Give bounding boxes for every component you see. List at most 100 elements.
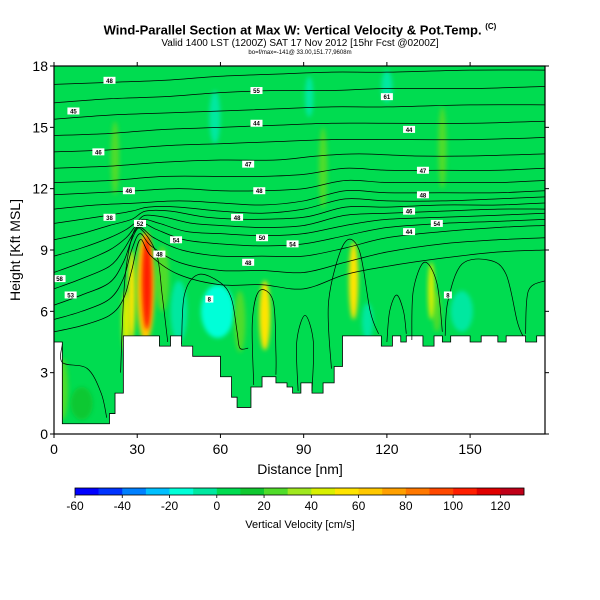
contour-label-box — [416, 191, 429, 199]
contour-label-box — [430, 219, 443, 227]
theta-contour-line — [54, 104, 545, 120]
y-axis: 0 3 6 9 12 15 18 — [32, 58, 549, 442]
w-cell — [259, 280, 271, 351]
contour-label-box — [443, 291, 452, 299]
contour-label-box — [242, 258, 255, 266]
contour-label-box — [380, 93, 393, 101]
contour-label: 54 — [289, 242, 296, 248]
contour-label: 44 — [406, 128, 413, 134]
x-tick-label: 90 — [296, 441, 312, 457]
w-contour-line — [444, 258, 524, 337]
y-tick-label: 18 — [32, 58, 48, 74]
colorbar-tick-label: 40 — [305, 499, 319, 513]
contour-label: 55 — [253, 89, 260, 95]
contour-label: 45 — [70, 109, 77, 115]
theta-contour-line — [54, 69, 545, 85]
colorbar-bin — [334, 488, 359, 495]
contour-label-box — [170, 236, 183, 244]
x-tick-label: 0 — [50, 441, 58, 457]
w-cell — [209, 90, 221, 144]
w-cell — [170, 280, 188, 343]
contour-label-box — [403, 207, 416, 215]
w-cell — [318, 127, 328, 210]
colorbar-bin — [145, 488, 170, 495]
colorbar-bin — [429, 488, 454, 495]
colorbar-bin — [382, 488, 407, 495]
w-cell — [201, 284, 235, 338]
figure-title: Wind-Parallel Section at Max W: Vertical… — [0, 22, 600, 37]
contour-label: 46 — [126, 189, 133, 195]
colorbar-bin — [405, 488, 430, 495]
w-contour-line — [327, 238, 379, 369]
contour-label: 48 — [420, 193, 427, 199]
contour-label: 61 — [384, 95, 391, 101]
contour-label: 48 — [245, 261, 252, 267]
colorbar-bin — [240, 488, 265, 495]
w-cell — [234, 290, 246, 353]
colorbar-bin — [287, 488, 312, 495]
colorbar-bin — [122, 488, 147, 495]
x-axis: 0 30 60 90 120 150 — [50, 62, 482, 457]
theta-contour-line — [54, 190, 545, 210]
vertical-velocity-contours — [60, 226, 545, 418]
contour-label: 44 — [406, 230, 413, 236]
colorbar-bin — [358, 488, 383, 495]
w-contour-line — [296, 315, 315, 392]
colorbar-bin — [311, 488, 336, 495]
contour-label-box — [53, 275, 66, 283]
contour-label: 38 — [106, 216, 113, 222]
w-cell — [361, 303, 374, 340]
colorbar-bin — [169, 488, 194, 495]
theta-contour-line — [54, 120, 545, 136]
x-tick-label: 60 — [213, 441, 229, 457]
contour-label: 47 — [245, 163, 252, 169]
w-contour-line — [251, 289, 277, 385]
colorbar-bin — [453, 488, 478, 495]
contour-label: 46 — [95, 150, 102, 156]
y-tick-label: 15 — [32, 119, 48, 135]
colorbar-tick-label: -20 — [161, 499, 179, 513]
contour-label: 47 — [420, 169, 427, 175]
max-w-info-subtitle: bo=f/max=-141@ 33.00,151.77,9608m — [248, 50, 352, 56]
contour-label-box — [242, 160, 255, 168]
terrain-mask — [54, 335, 545, 434]
x-tick-label: 150 — [458, 441, 482, 457]
theta-contour-line — [54, 196, 545, 224]
contour-label: 58 — [56, 277, 63, 283]
colorbar-bin — [75, 488, 99, 495]
theta-contour-line — [54, 137, 545, 153]
theta-contour-line — [54, 167, 545, 183]
w-cell — [70, 386, 93, 420]
colorbar-bin — [476, 488, 501, 495]
contour-label-box — [250, 87, 263, 95]
theta-contour-line — [54, 239, 545, 333]
w-cell — [110, 121, 120, 195]
w-cell — [432, 290, 441, 332]
contour-label-box — [403, 228, 416, 236]
y-axis-label: Height [Kft MSL] — [7, 199, 23, 301]
contour-label: 50 — [259, 236, 266, 242]
w-contour-line — [181, 273, 249, 350]
w-cell — [305, 76, 314, 118]
colorbar-tick-label: -40 — [114, 499, 132, 513]
w-cell — [128, 250, 136, 340]
w-contour-line — [411, 261, 443, 340]
contour-label-box — [67, 107, 80, 115]
title-text: Wind-Parallel Section at Max W: Vertical… — [103, 22, 482, 38]
contour-label-box — [250, 119, 263, 127]
contour-label: 52 — [137, 222, 144, 228]
contour-label-box — [256, 234, 269, 242]
w-cell — [141, 235, 152, 330]
contour-label: 8 — [208, 298, 212, 304]
y-tick-label: 9 — [40, 242, 48, 258]
contour-label: 53 — [67, 293, 74, 299]
w-contour-line — [525, 280, 545, 334]
x-tick-label: 30 — [129, 441, 145, 457]
w-cell — [450, 290, 473, 332]
contour-label-box — [153, 250, 166, 258]
y-tick-label: 12 — [32, 181, 48, 197]
theta-contour-line — [54, 212, 545, 273]
contour-label-box — [286, 240, 299, 248]
theta-contour-line — [54, 218, 545, 290]
